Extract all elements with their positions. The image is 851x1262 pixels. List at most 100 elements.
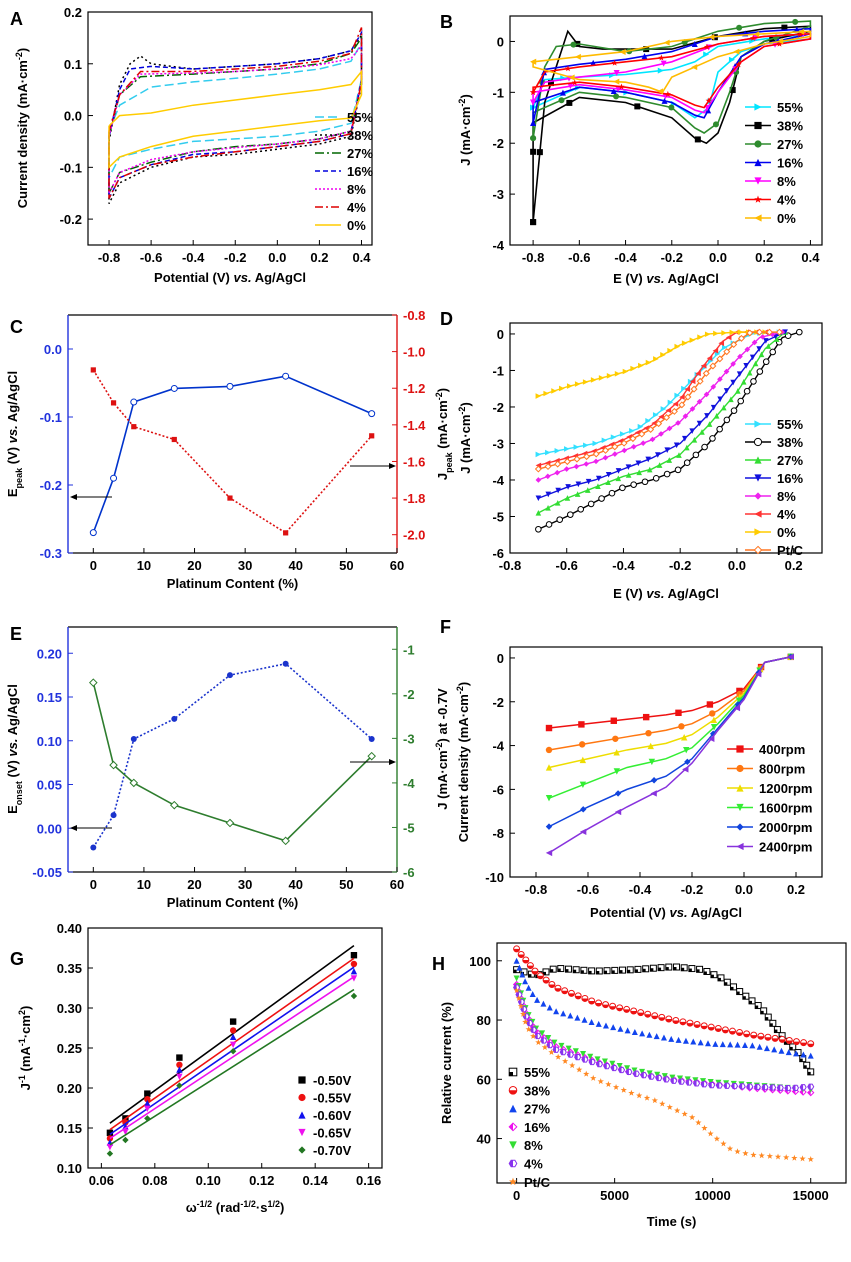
data-marker <box>699 429 705 435</box>
data-marker <box>579 828 587 836</box>
data-marker <box>578 721 585 728</box>
data-marker <box>527 965 534 969</box>
data-marker <box>713 1135 721 1142</box>
data-marker <box>736 24 743 31</box>
data-marker <box>723 388 730 394</box>
data-marker <box>706 421 713 427</box>
data-marker <box>791 1154 798 1161</box>
lsv-curve <box>538 331 786 499</box>
x-tick-label: -0.6 <box>577 882 599 897</box>
data-marker <box>587 1053 594 1060</box>
legend-label: 1200rpm <box>759 781 812 796</box>
data-marker <box>229 1027 237 1034</box>
data-marker <box>753 31 760 38</box>
data-marker <box>660 406 667 412</box>
legend-label: 4% <box>777 193 796 208</box>
data-marker <box>709 362 717 370</box>
panel-letter: C <box>10 317 23 337</box>
data-marker <box>612 451 618 457</box>
legend-label: 400rpm <box>759 742 805 757</box>
data-marker <box>709 710 716 717</box>
j07-line <box>92 682 373 842</box>
data-marker <box>645 359 652 366</box>
data-marker <box>782 329 788 335</box>
legend-label: 8% <box>524 1138 543 1153</box>
y-tick-label: 0.0 <box>44 342 62 357</box>
label-part: (mA·cm <box>435 400 450 452</box>
data-marker <box>775 328 783 336</box>
data-marker <box>597 1078 604 1085</box>
data-marker <box>616 1007 623 1011</box>
y-tick-label: 0.0 <box>64 109 82 124</box>
y-tick-label: -1 <box>492 363 504 378</box>
data-marker <box>530 58 537 65</box>
panel-letter: A <box>10 9 23 29</box>
data-marker <box>170 384 178 392</box>
label-part: ·s <box>256 1200 268 1215</box>
data-marker <box>658 54 665 61</box>
legend-label: 0% <box>777 211 796 226</box>
legend-label: 8% <box>777 174 796 189</box>
data-marker <box>701 1124 708 1131</box>
data-marker <box>545 505 551 511</box>
data-marker <box>733 704 741 712</box>
data-marker <box>778 1047 785 1054</box>
data-marker <box>516 964 523 971</box>
data-marker <box>630 1011 637 1015</box>
x-tick-label: -0.6 <box>556 558 578 573</box>
label-part: -2 <box>434 742 444 750</box>
data-marker <box>665 1018 672 1022</box>
data-marker <box>695 1119 702 1126</box>
x-tick-label: -0.2 <box>661 250 683 265</box>
data-marker <box>579 781 587 789</box>
data-marker <box>807 1043 814 1047</box>
data-marker <box>655 1075 659 1081</box>
data-marker <box>681 435 688 442</box>
data-marker <box>639 1030 646 1037</box>
y-tick-label: -4 <box>492 739 504 754</box>
data-marker <box>612 1083 620 1090</box>
data-marker <box>703 391 710 398</box>
data-marker <box>298 1111 306 1119</box>
arrowhead <box>70 494 77 500</box>
x-tick-label: 5000 <box>600 1188 629 1203</box>
eonset-line <box>92 662 373 848</box>
y-tick-label: -4 <box>492 473 504 488</box>
label-part: J (mA·cm <box>458 107 473 166</box>
data-marker <box>665 407 672 414</box>
data-marker <box>144 1100 151 1107</box>
panel-f: -0.8 -0.6 -0.4 -0.2 0.0 0.2 -10 -8 -6 -4 -2 0 400rpm… <box>440 617 823 920</box>
data-marker <box>800 1051 807 1058</box>
data-marker <box>545 449 551 456</box>
data-marker <box>798 28 805 35</box>
data-marker <box>807 1052 814 1059</box>
panel-a-y-label: Current density (mA·cm-2) <box>14 48 30 208</box>
data-marker <box>756 368 764 375</box>
x-tick-label: -0.8 <box>98 250 120 265</box>
legend-label: Pt/C <box>777 543 804 558</box>
y-tick-label: -0.2 <box>40 478 62 493</box>
plot-frame <box>509 322 823 554</box>
y-tick-label: -0.8 <box>403 308 425 323</box>
data-marker <box>545 823 553 830</box>
x-axis-label: Potential (V) vs. Ag/AgCl <box>590 905 742 920</box>
data-marker <box>786 1040 793 1044</box>
label-part: E <box>5 805 20 814</box>
data-marker <box>618 1067 622 1073</box>
label-part: J <box>18 1083 33 1090</box>
data-marker <box>689 378 696 385</box>
data-marker <box>704 105 711 112</box>
label-part: Ag/AgCl <box>664 586 718 601</box>
data-marker <box>736 842 744 851</box>
data-marker <box>545 521 553 528</box>
legend-label: 4% <box>524 1157 543 1172</box>
data-marker <box>784 1085 788 1091</box>
legend-label: -0.50V <box>313 1073 352 1088</box>
cv-curve <box>108 35 363 194</box>
label-part: ) <box>18 1006 33 1010</box>
data-marker <box>619 431 626 437</box>
data-marker <box>106 1129 114 1136</box>
data-marker <box>681 1110 688 1117</box>
x-tick-label: 15000 <box>793 1188 829 1203</box>
data-marker <box>700 362 707 369</box>
